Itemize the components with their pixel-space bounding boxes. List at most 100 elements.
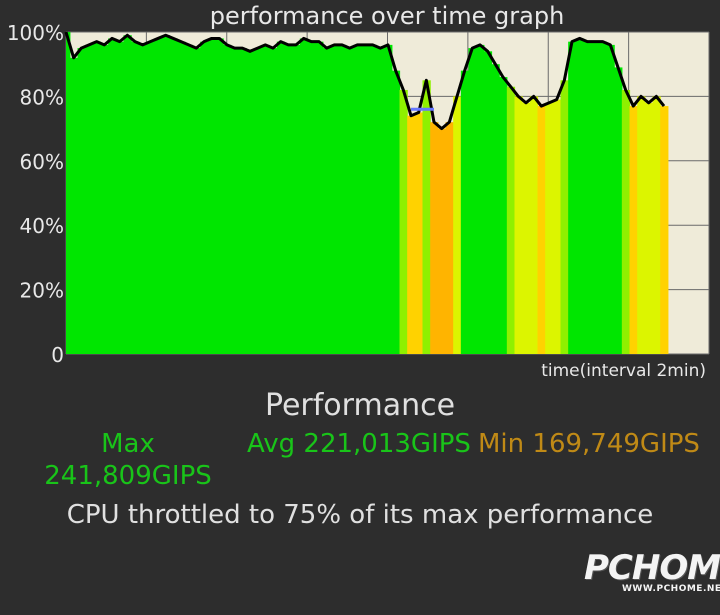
performance-heading: Performance (264, 388, 456, 423)
performance-bar (276, 41, 286, 354)
performance-bar (499, 77, 508, 354)
performance-bar (292, 44, 301, 354)
performance-bar (85, 44, 94, 354)
avg-performance-stat: Avg 221,013GIPS (247, 429, 471, 459)
chart-title: performance over time graph (210, 2, 565, 30)
performance-bar (230, 48, 240, 354)
performance-bar (614, 67, 623, 354)
y-tick-label: 40% (20, 214, 64, 238)
performance-bar (476, 44, 485, 354)
performance-bar (522, 102, 531, 354)
performance-chart: performance over time graph 0 20% 40% 60% 80… (7, 2, 710, 381)
performance-bar (637, 96, 646, 354)
performance-bar (460, 70, 470, 354)
performance-bar (575, 38, 585, 354)
performance-bar (368, 44, 378, 354)
performance-bar (506, 86, 516, 354)
performance-bar (407, 115, 416, 354)
performance-bar (269, 48, 278, 354)
performance-bar (361, 44, 370, 354)
performance-bar (606, 44, 615, 354)
performance-bar (253, 48, 263, 354)
performance-bar (330, 44, 339, 354)
performance-bar (92, 41, 102, 354)
performance-bar (299, 38, 309, 354)
performance-bar (345, 48, 355, 354)
y-axis-ticks: 0 20% 40% 60% 80% 100% (7, 21, 64, 367)
performance-bar (238, 48, 247, 354)
performance-bar (138, 44, 148, 354)
performance-bar (629, 106, 638, 354)
performance-bar (621, 89, 631, 354)
performance-bar (246, 51, 255, 354)
performance-bar (468, 48, 477, 354)
performance-bar (437, 128, 447, 354)
performance-bar (644, 102, 654, 354)
performance-bar (108, 38, 117, 354)
performance-bar (161, 35, 171, 354)
max-label: Max (101, 429, 155, 459)
performance-bar (215, 38, 224, 354)
performance-bar (422, 80, 431, 354)
performance-bar (322, 48, 332, 354)
performance-bar (200, 41, 209, 354)
performance-bar (660, 106, 669, 354)
performance-bar (529, 96, 539, 354)
performance-bar (545, 102, 554, 354)
y-tick-label: 80% (20, 85, 64, 109)
performance-bar (69, 57, 79, 354)
performance-bar (537, 106, 546, 354)
performance-bar (66, 32, 71, 354)
performance-bar (192, 48, 201, 354)
throttle-note: CPU throttled to 75% of its max performa… (66, 500, 654, 530)
performance-bar (307, 41, 316, 354)
performance-bar (591, 41, 600, 354)
performance-bar (115, 41, 125, 354)
performance-bar (284, 44, 293, 354)
performance-bar (315, 41, 324, 354)
performance-bar (207, 38, 217, 354)
performance-bar (376, 48, 385, 354)
performance-bar (552, 99, 562, 354)
performance-bar (261, 44, 270, 354)
performance-bar (399, 89, 408, 354)
performance-bar (100, 44, 109, 354)
performance-bar (652, 96, 661, 354)
x-axis-label: time(interval 2min) (541, 361, 706, 381)
performance-bar (223, 44, 232, 354)
watermark-logo: PCHOME (584, 548, 720, 588)
performance-bar (169, 38, 178, 354)
y-tick-label: 0 (51, 343, 64, 367)
performance-bar (514, 96, 523, 354)
min-performance-stat: Min 169,749GIPS (478, 429, 700, 459)
performance-bar (131, 41, 140, 354)
watermark-url: WWW.PCHOME.NET (622, 584, 720, 594)
performance-bar (391, 70, 401, 354)
y-tick-label: 20% (20, 279, 64, 303)
pchome-watermark: PCHOME WWW.PCHOME.NET (584, 548, 720, 608)
max-performance-stat: Max 241,809GIPS (38, 428, 218, 492)
performance-bar (560, 80, 569, 354)
performance-outline (64, 31, 666, 131)
performance-bar (184, 44, 194, 354)
performance-bar (154, 38, 163, 354)
performance-bar (491, 64, 500, 354)
performance-bars (66, 32, 669, 354)
performance-bar (598, 41, 608, 354)
performance-bar (353, 44, 362, 354)
performance-bar (568, 41, 577, 354)
performance-bar (483, 51, 493, 354)
max-value: 241,809GIPS (44, 461, 212, 491)
performance-bar (384, 44, 393, 354)
y-tick-label: 100% (7, 21, 64, 45)
performance-bar (430, 122, 439, 354)
performance-bar (414, 112, 424, 354)
performance-bar (77, 48, 86, 354)
performance-bar (123, 35, 132, 354)
y-tick-label: 60% (20, 150, 64, 174)
performance-bar (146, 41, 155, 354)
performance-bar (445, 122, 454, 354)
performance-bar (583, 41, 592, 354)
performance-bar (177, 41, 186, 354)
performance-bar (453, 96, 462, 354)
